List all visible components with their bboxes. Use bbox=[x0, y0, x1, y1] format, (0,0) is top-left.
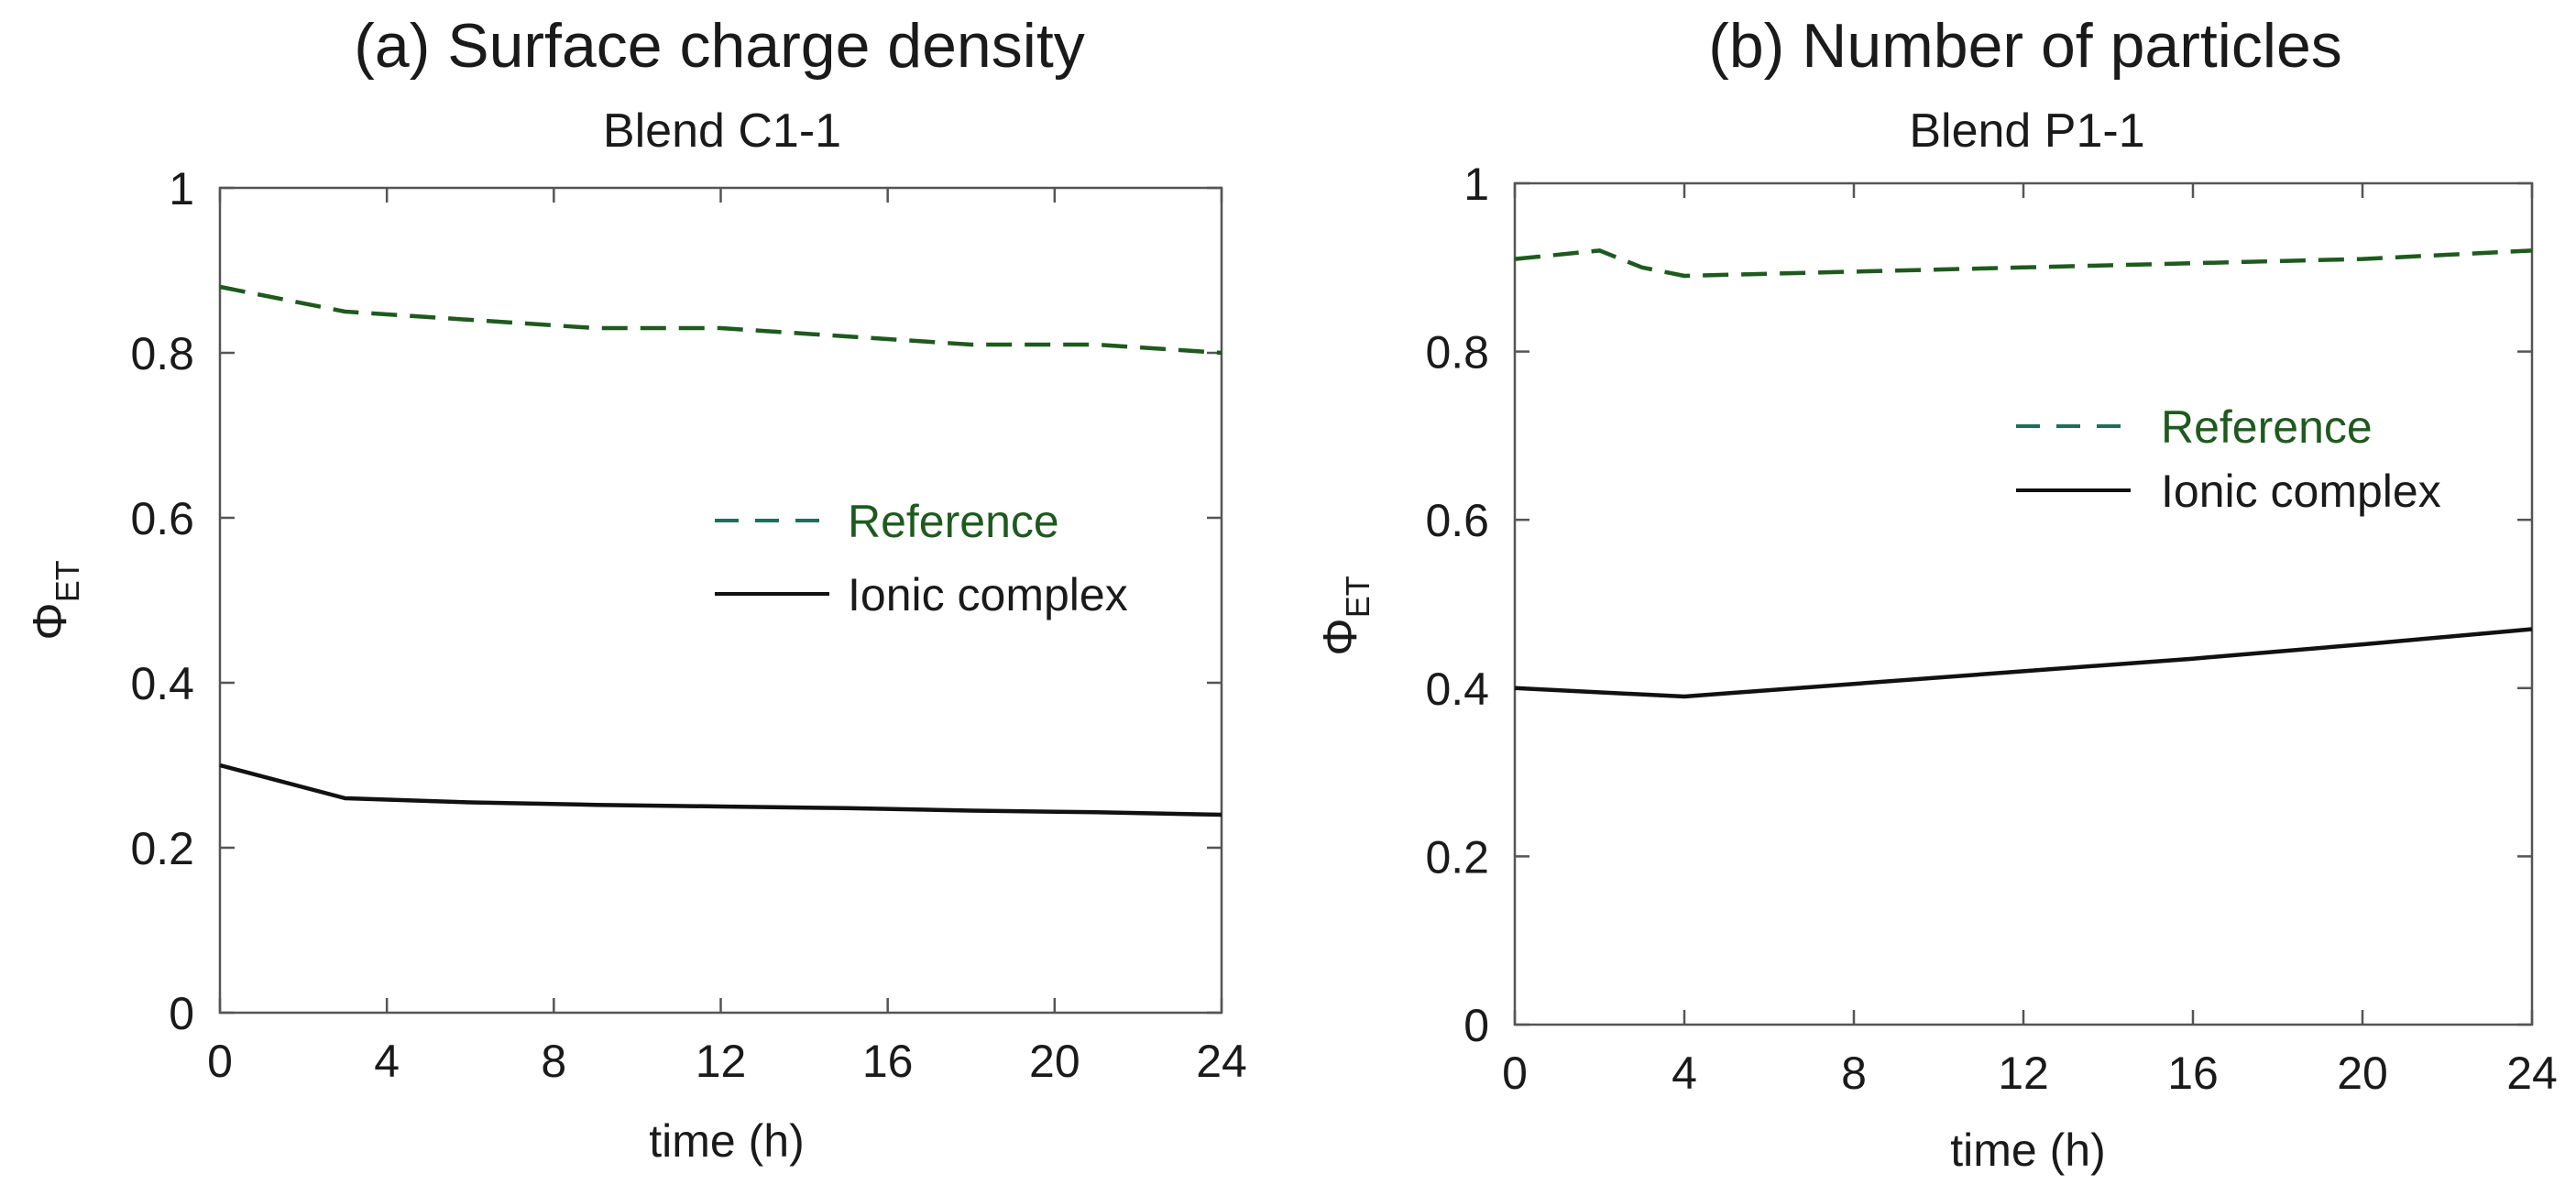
chart-panel-b: (b) Number of particles Blend P1-1 0 4 8 12… bbox=[1314, 11, 2558, 1176]
y-tick-label: 0.6 bbox=[1425, 495, 1489, 546]
legend-label-reference: Reference bbox=[848, 496, 1059, 547]
x-axis-label: time (h) bbox=[649, 1115, 804, 1167]
chart-panel-a: (a) Surface charge density Blend C1-1 0 4… bbox=[24, 11, 1247, 1167]
y-tick-label: 0 bbox=[1463, 1000, 1489, 1051]
x-tick-label: 4 bbox=[1672, 1048, 1697, 1099]
y-tick-label: 0.8 bbox=[1425, 327, 1489, 379]
y-tick-label: 0.2 bbox=[1425, 831, 1489, 883]
chart-title: (a) Surface charge density bbox=[354, 11, 1085, 81]
y-tick-labels: 0 0.2 0.4 0.6 0.8 1 bbox=[130, 163, 194, 1039]
x-axis-label: time (h) bbox=[1950, 1125, 2105, 1176]
y-tick-label: 0.4 bbox=[130, 658, 194, 709]
series-line-reference bbox=[219, 284, 1222, 356]
x-tick-label: 24 bbox=[1196, 1036, 1247, 1087]
legend-label-reference: Reference bbox=[2161, 401, 2373, 453]
svg-text:ΦET: ΦET bbox=[1314, 576, 1376, 656]
y-tick-labels: 0 0.2 0.4 0.6 0.8 1 bbox=[1425, 159, 1489, 1051]
series-line-ionic-complex bbox=[1514, 627, 2533, 699]
y-axis-label-subscript: ET bbox=[49, 560, 86, 602]
y-axis-label: ΦET bbox=[24, 560, 86, 641]
x-tick-label: 8 bbox=[1841, 1048, 1867, 1099]
y-axis-label-subscript: ET bbox=[1339, 576, 1376, 618]
y-tick-label: 0.4 bbox=[1425, 664, 1489, 715]
y-tick-label: 0 bbox=[169, 988, 194, 1039]
x-tick-label: 24 bbox=[2506, 1048, 2558, 1099]
x-tick-label: 20 bbox=[1029, 1036, 1080, 1087]
x-tick-label: 0 bbox=[207, 1036, 233, 1087]
y-tick-label: 1 bbox=[1463, 159, 1489, 210]
y-tick-label: 0.8 bbox=[130, 328, 194, 379]
legend: Reference Ionic complex bbox=[715, 496, 1128, 620]
y-tick-label: 1 bbox=[169, 163, 194, 214]
x-tick-labels: 0 4 8 12 16 20 24 bbox=[1502, 1048, 2558, 1099]
y-axis-label: ΦET bbox=[1314, 576, 1376, 656]
y-tick-label: 0.2 bbox=[130, 823, 194, 874]
y-axis-label-symbol: Φ bbox=[1314, 618, 1367, 656]
legend-label-ionic-complex: Ionic complex bbox=[2161, 466, 2441, 517]
x-tick-label: 0 bbox=[1502, 1048, 1528, 1099]
y-axis-label-symbol: Φ bbox=[24, 602, 77, 641]
legend: Reference Ionic complex bbox=[2016, 401, 2441, 517]
chart-subtitle: Blend C1-1 bbox=[603, 104, 841, 158]
chart-subtitle: Blend P1-1 bbox=[1909, 104, 2144, 158]
series-line-ionic-complex bbox=[219, 763, 1222, 817]
x-tick-label: 20 bbox=[2337, 1048, 2388, 1099]
series-layer bbox=[1514, 248, 2533, 699]
series-line-reference bbox=[1514, 248, 2533, 279]
chart-title: (b) Number of particles bbox=[1708, 11, 2342, 81]
legend-label-ionic-complex: Ionic complex bbox=[848, 569, 1128, 620]
x-tick-label: 8 bbox=[541, 1036, 566, 1087]
x-tick-label: 12 bbox=[1998, 1048, 2049, 1099]
x-tick-label: 16 bbox=[2167, 1048, 2219, 1099]
plot-frame bbox=[1513, 181, 2534, 1026]
x-tick-label: 4 bbox=[374, 1036, 400, 1087]
svg-text:ΦET: ΦET bbox=[24, 560, 86, 641]
x-tick-label: 16 bbox=[862, 1036, 914, 1087]
series-layer bbox=[219, 284, 1222, 817]
x-tick-labels: 0 4 8 12 16 20 24 bbox=[207, 1036, 1247, 1087]
x-tick-label: 12 bbox=[696, 1036, 747, 1087]
tick-marks bbox=[1513, 181, 2534, 1026]
y-tick-label: 0.6 bbox=[130, 493, 194, 544]
